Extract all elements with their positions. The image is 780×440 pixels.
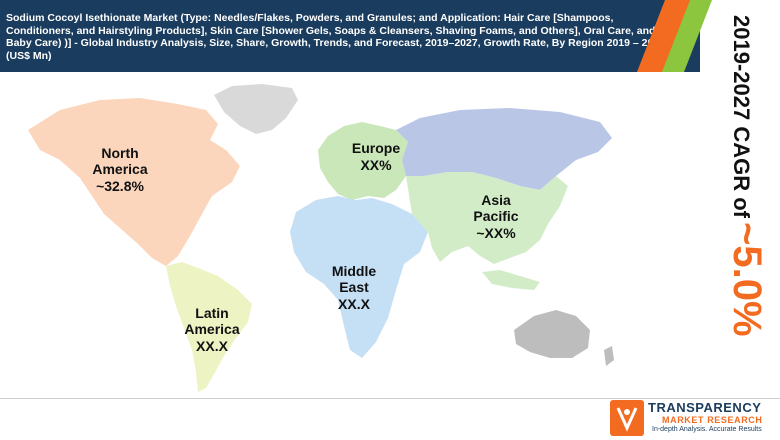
north-america-value: ~32.8% <box>96 178 144 194</box>
north-america-name-line2: America <box>92 161 148 177</box>
europe-region <box>318 122 408 200</box>
asia-pacific-region <box>406 172 568 264</box>
asia-pacific-label: Asia Pacific ~XX% <box>460 192 532 241</box>
logo-subtitle: MARKET RESEARCH <box>662 415 763 425</box>
north-america-label: North America ~32.8% <box>72 145 168 194</box>
asia-pacific-name-line1: Asia <box>481 192 511 208</box>
europe-value: XX% <box>360 157 392 173</box>
footer-divider <box>0 398 780 399</box>
new-zealand-region <box>604 346 614 366</box>
logo-mark-icon <box>610 400 644 436</box>
russia-region <box>396 108 612 190</box>
header-banner: Sodium Cocoyl Isethionate Market (Type: … <box>0 0 700 72</box>
middle-east-label: Middle East XX.X <box>320 263 388 312</box>
cagr-value: ~5.0% <box>725 221 769 337</box>
brand-logo[interactable]: TRANSPARENCY MARKET RESEARCH In-depth An… <box>610 398 778 438</box>
middle-east-africa-region <box>290 196 428 358</box>
latin-america-name-line2: America <box>184 321 240 337</box>
logo-tagline: In-depth Analysis. Accurate Results <box>652 426 762 433</box>
indonesia-region <box>482 270 540 290</box>
greenland-region <box>214 84 298 134</box>
australia-region <box>514 310 590 358</box>
north-america-name-line1: North <box>101 145 139 161</box>
logo-name: TRANSPARENCY <box>648 400 762 415</box>
middle-east-name-line2: East <box>339 279 369 295</box>
asia-pacific-value: ~XX% <box>476 225 516 241</box>
cagr-text: 2019-2027 CAGR of ~5.0% <box>725 15 769 337</box>
cagr-callout: 2019-2027 CAGR of ~5.0% <box>722 15 772 375</box>
europe-name: Europe <box>351 140 401 156</box>
asia-pacific-name-line2: Pacific <box>473 208 519 224</box>
north-america-region <box>28 98 240 266</box>
middle-east-value: XX.X <box>338 296 370 312</box>
middle-east-name-line1: Middle <box>331 263 377 279</box>
latin-america-name-line1: Latin <box>195 305 229 321</box>
world-map <box>28 84 614 392</box>
report-title: Sodium Cocoyl Isethionate Market (Type: … <box>6 12 666 62</box>
europe-label: Europe XX% <box>340 140 412 173</box>
cagr-label: 2019-2027 CAGR of <box>729 15 754 218</box>
latin-america-label: Latin America XX.X <box>170 305 254 354</box>
latin-america-region <box>166 262 252 392</box>
green-stripe <box>662 0 712 72</box>
header-accent-stripes <box>637 0 712 72</box>
latin-america-value: XX.X <box>196 338 228 354</box>
